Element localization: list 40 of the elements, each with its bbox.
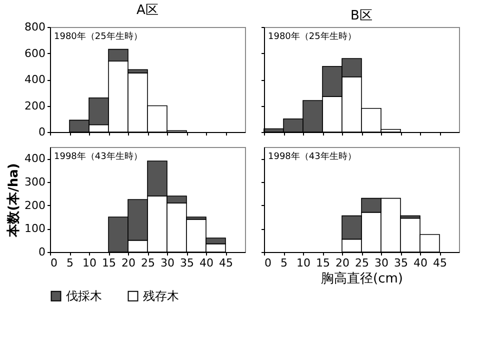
x-tick-label: 30 bbox=[160, 256, 174, 270]
x-tick-label: 0 bbox=[264, 256, 272, 270]
chart-title: B区 bbox=[350, 8, 372, 24]
chart-title: A区 bbox=[136, 3, 158, 18]
x-axis-title: 胸高直径(cm) bbox=[321, 270, 403, 286]
x-tick-label: 40 bbox=[414, 256, 428, 270]
y-tick-label: 400 bbox=[24, 73, 46, 86]
x-tick-label: 10 bbox=[296, 256, 310, 270]
x-tick-label: 15 bbox=[102, 256, 116, 270]
annotation: 1980年（25年生時） bbox=[268, 31, 356, 42]
annotation: 1998年（43年生時） bbox=[54, 151, 142, 162]
legend-label: 伐採木 bbox=[66, 289, 102, 304]
x-tick-label: 20 bbox=[336, 256, 350, 270]
x-tick-label: 5 bbox=[280, 256, 288, 270]
annotation: 1998年（43年生時） bbox=[268, 151, 356, 162]
x-tick-label: 35 bbox=[394, 256, 408, 270]
x-tick-label: 20 bbox=[122, 256, 136, 270]
y-tick-label: 800 bbox=[24, 20, 46, 34]
y-tick-label: 0 bbox=[38, 246, 46, 258]
x-tick-label: 10 bbox=[82, 256, 96, 270]
y-tick-label: 200 bbox=[24, 99, 46, 112]
x-tick-label: 30 bbox=[374, 256, 388, 270]
x-tick-label: 25 bbox=[141, 256, 155, 270]
y-tick-label: 200 bbox=[24, 198, 46, 212]
x-tick-label: 25 bbox=[355, 256, 369, 270]
x-tick-label: 35 bbox=[180, 256, 194, 270]
x-tick-label: 45 bbox=[433, 256, 447, 270]
annotation: 1980年（25年生時） bbox=[54, 31, 142, 42]
y-tick-label: 600 bbox=[24, 46, 46, 60]
legend-label: 残存木 bbox=[143, 289, 179, 304]
y-tick-label: 400 bbox=[24, 152, 46, 166]
x-tick-label: 5 bbox=[66, 256, 74, 270]
y-tick-label: 0 bbox=[38, 126, 46, 138]
y-axis-title: 本数(本/ha) bbox=[6, 163, 22, 238]
x-tick-label: 40 bbox=[200, 256, 214, 270]
y-tick-label: 100 bbox=[24, 222, 46, 236]
x-tick-label: 0 bbox=[50, 256, 58, 270]
x-tick-label: 45 bbox=[219, 256, 233, 270]
y-tick-label: 300 bbox=[24, 176, 46, 188]
x-tick-label: 15 bbox=[316, 256, 330, 270]
